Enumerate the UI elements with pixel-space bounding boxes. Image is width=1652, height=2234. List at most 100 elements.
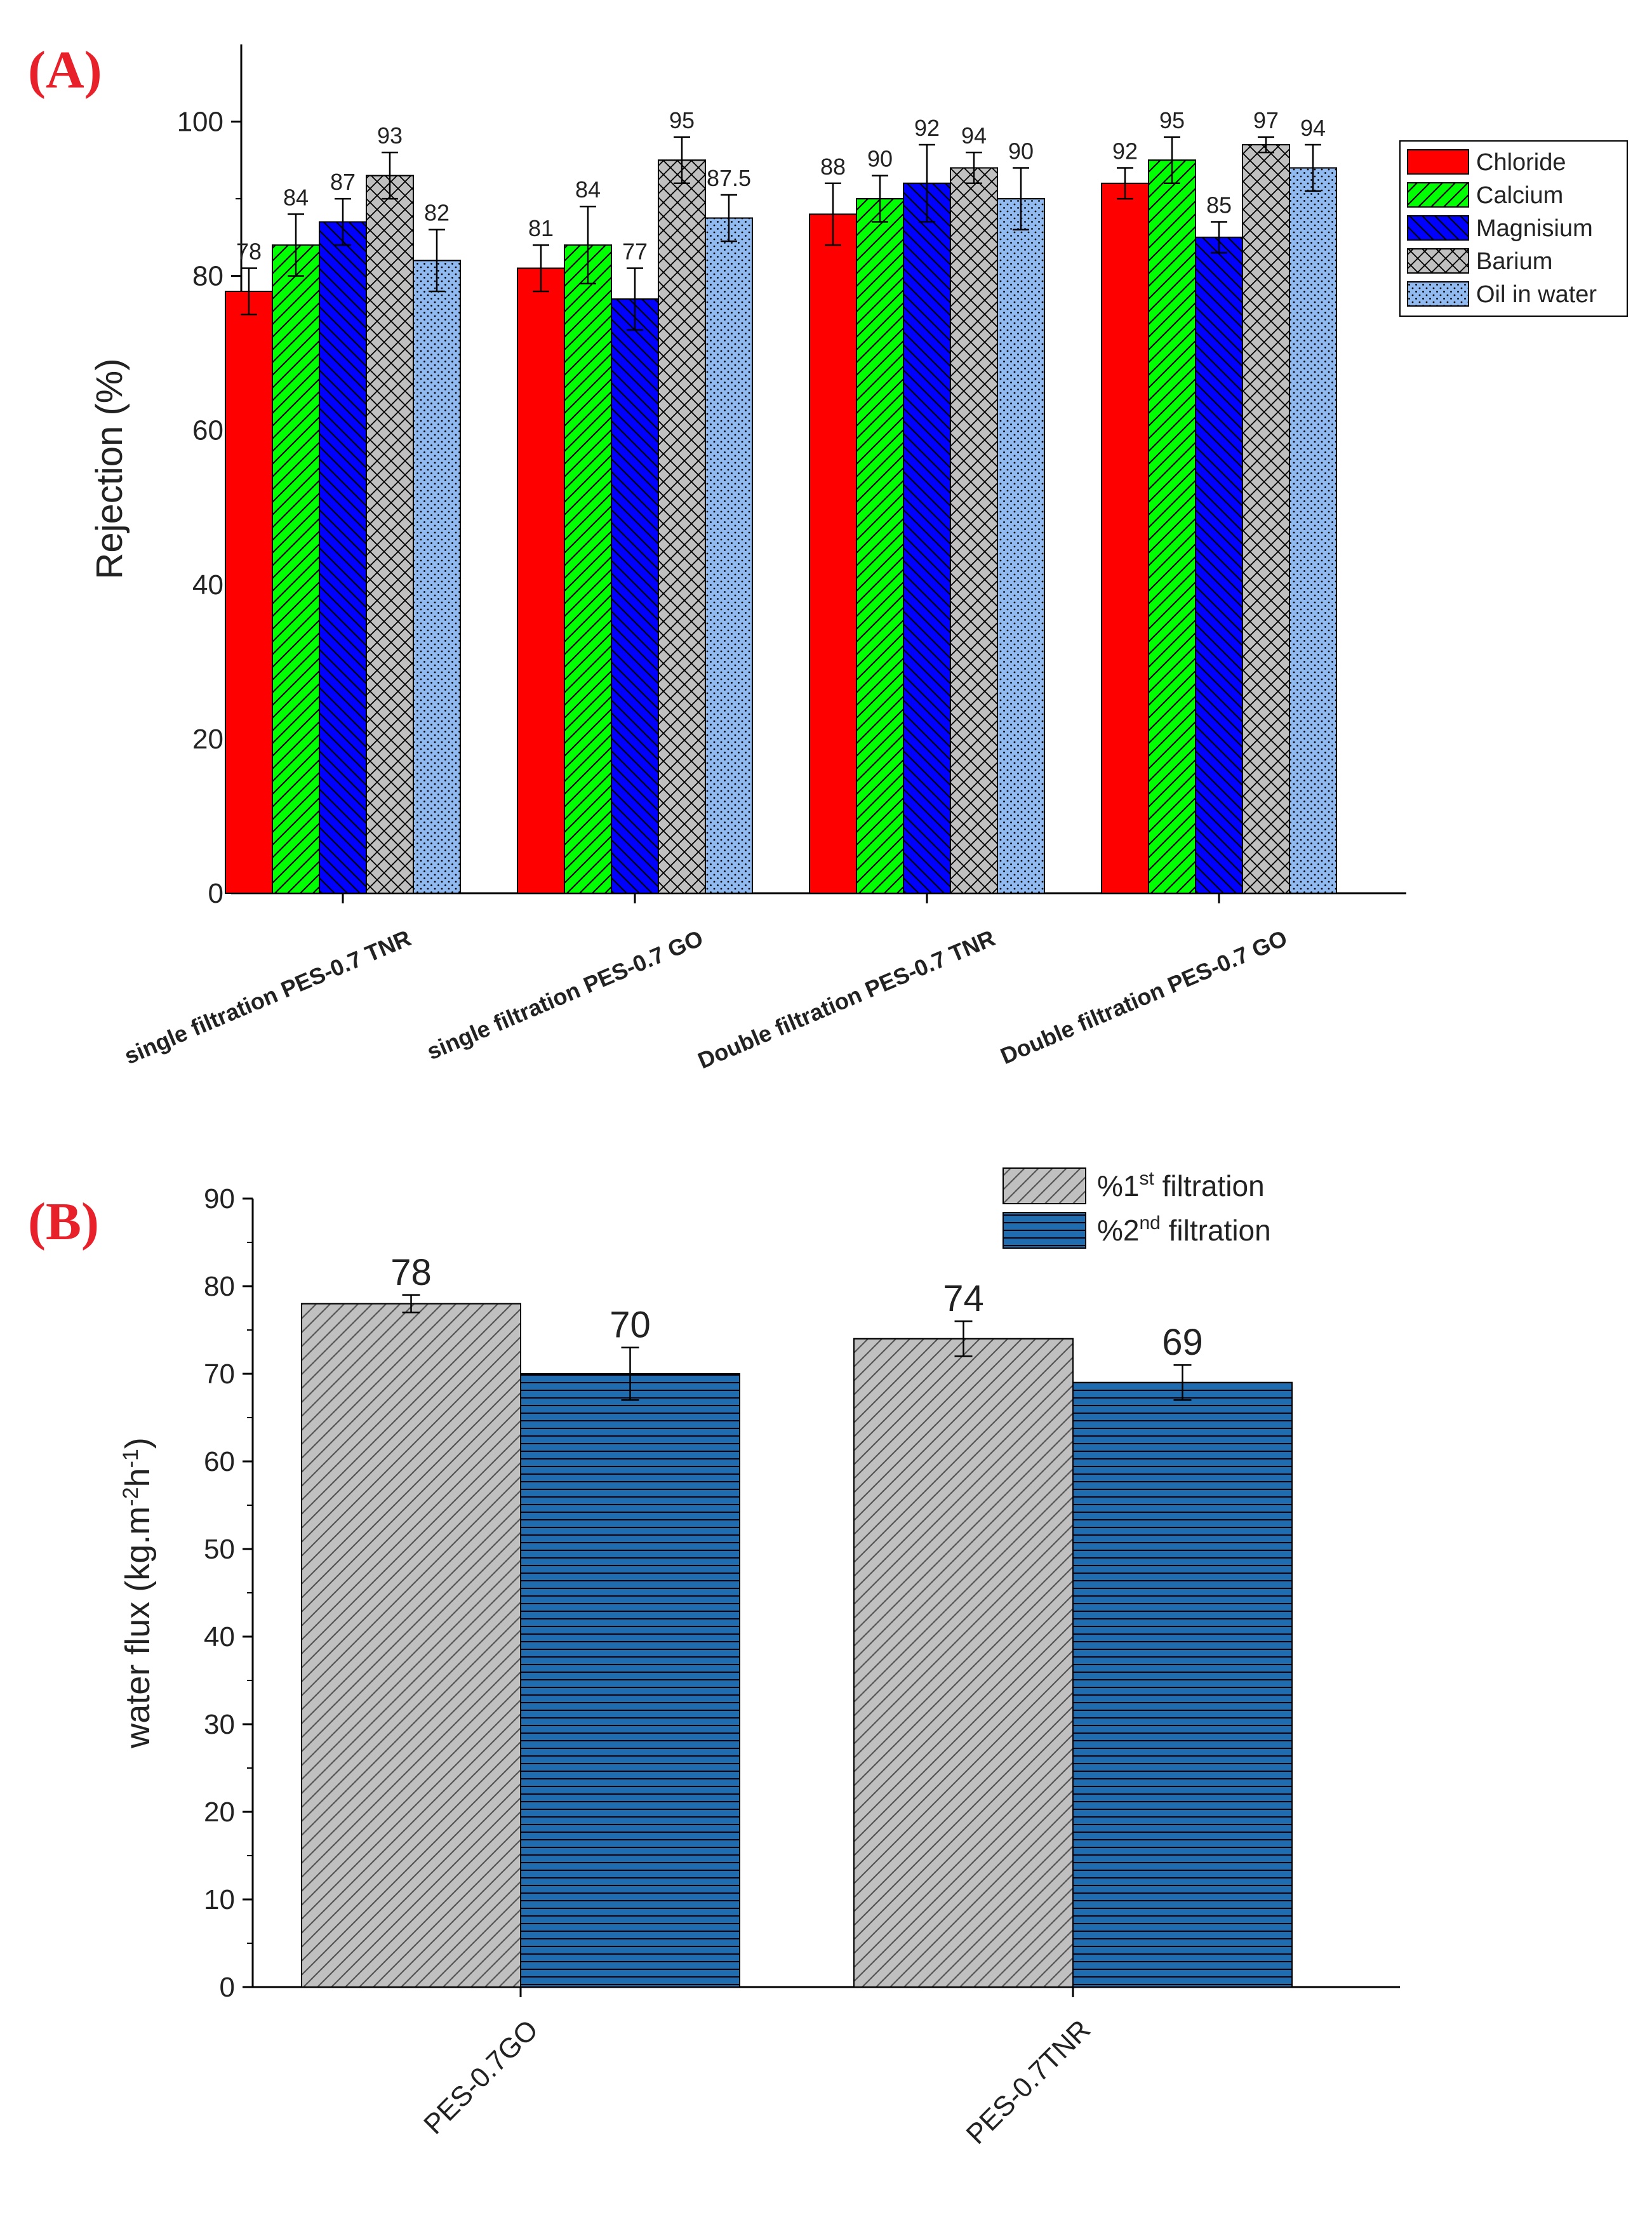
legend-swatch-pattern [1407,281,1469,307]
data-label: 77 [622,238,648,264]
legend-swatch-pattern [1407,182,1469,208]
y-tick-label: 20 [204,1797,235,1828]
data-label: 81 [528,215,554,241]
data-label: 87 [330,169,356,195]
y-tick-label: 40 [192,569,223,601]
x-tick-label: single filtration PES-0.7 TNR [121,925,415,1070]
bar-pattern [366,175,414,894]
x-tick-label: Double filtration PES-0.7 GO [997,925,1291,1070]
bar-pattern [853,1338,1074,1988]
bar-pattern [1242,144,1290,894]
data-label: 78 [236,238,262,264]
bar-pattern [1289,167,1337,894]
legend-label-prefix: %2 [1097,1214,1139,1247]
data-label: 85 [1206,192,1232,218]
legend-label-prefix: %1 [1097,1169,1139,1202]
y-tick-label: 20 [192,724,223,755]
data-label: 88 [820,154,846,180]
x-tick-label: PES-0.7GO [418,2014,544,2140]
legend-label-suffix: filtration [1161,1214,1271,1247]
legend-label: Magnisium [1476,215,1593,242]
bar-pattern [272,244,320,894]
legend-label: Chloride [1476,149,1566,176]
y-tick-label: 100 [177,107,223,138]
legend-swatch-pattern [1003,1167,1086,1204]
data-label: 97 [1253,107,1279,133]
bar-pattern [903,182,951,894]
data-label: 93 [377,123,403,149]
data-label: 78 [390,1252,432,1293]
bar-pattern [856,198,904,894]
y-tick-label: 30 [204,1709,235,1740]
data-label: 90 [1008,138,1034,164]
legend-label: Barium [1476,248,1552,275]
data-label: 94 [961,123,987,149]
bar-pattern [705,217,753,894]
y-axis-label-superscript: -1 [119,1449,143,1468]
panel-b-label: (B) [28,1192,99,1251]
legend-label-superscript: st [1139,1168,1154,1189]
y-tick-label: 40 [204,1621,235,1652]
legend-swatch-pattern [1003,1212,1086,1249]
legend-label: %2nd filtration [1097,1213,1271,1247]
bar-pattern [1195,236,1243,894]
data-label: 90 [867,146,893,172]
bar [225,290,273,894]
chart-a: 0 20 40 60 80 100 Rejection (%) 78 84 87 93 82 singl… [89,44,1628,1074]
bar-pattern [1148,159,1196,894]
data-label: 87.5 [707,165,751,191]
y-axis-label-part: water flux (kg.m [119,1506,157,1749]
data-label: 69 [1162,1322,1203,1363]
x-tick-label: Double filtration PES-0.7 TNR [694,925,999,1074]
y-tick-label: 0 [208,878,223,909]
bar-pattern [413,260,461,894]
y-tick-label: 80 [192,261,223,292]
bar [517,267,565,894]
data-label: 95 [669,107,695,133]
x-tick-label: single filtration PES-0.7 GO [423,925,707,1065]
data-label: 94 [1300,115,1326,141]
y-tick-label: 70 [204,1359,235,1390]
chart-b: 0 10 20 30 40 50 60 70 80 90 water flux (kg.m-2h-1… [119,1167,1400,2150]
data-label: 92 [914,115,940,141]
data-label: 92 [1112,138,1138,164]
bar [1101,182,1149,894]
y-tick-label: 50 [204,1534,235,1565]
data-label: 84 [283,184,309,210]
bar-pattern [997,198,1045,894]
bar [809,213,857,894]
panel-a-label: (A) [28,41,102,100]
bar-pattern [611,298,659,894]
data-label: 95 [1159,107,1185,133]
legend-label: Calcium [1476,182,1563,209]
bar-pattern [658,159,706,894]
legend-swatch [1407,149,1469,175]
bar-pattern [1072,1381,1293,1988]
bar-pattern [319,221,367,894]
data-label: 84 [575,176,601,203]
bar-pattern [564,244,612,894]
legend-swatch-pattern [1407,248,1469,274]
x-tick-label: PES-0.7TNR [961,2014,1096,2150]
bar-pattern [520,1373,740,1988]
data-label: 82 [424,200,450,226]
y-tick-label: 60 [192,415,223,446]
y-axis-label-superscript: -2 [119,1487,143,1506]
y-tick-label: 10 [204,1884,235,1915]
legend-label-suffix: filtration [1154,1169,1265,1202]
y-tick-label: 60 [204,1446,235,1477]
bar-pattern [950,167,998,894]
y-tick-label: 80 [204,1271,235,1302]
legend-label: %1st filtration [1097,1168,1265,1202]
y-axis-label: Rejection (%) [89,358,130,579]
y-axis-label-part: h [119,1468,157,1487]
y-axis-label: water flux (kg.m-2h-1) [119,1437,157,1749]
data-label: 70 [610,1305,651,1346]
y-axis-label-part: ) [119,1437,157,1449]
y-tick-label: 0 [220,1972,235,2003]
legend-label: Oil in water [1476,281,1597,308]
bar-pattern [301,1303,521,1988]
data-label: 74 [943,1278,984,1319]
legend-swatch-pattern [1407,215,1469,241]
